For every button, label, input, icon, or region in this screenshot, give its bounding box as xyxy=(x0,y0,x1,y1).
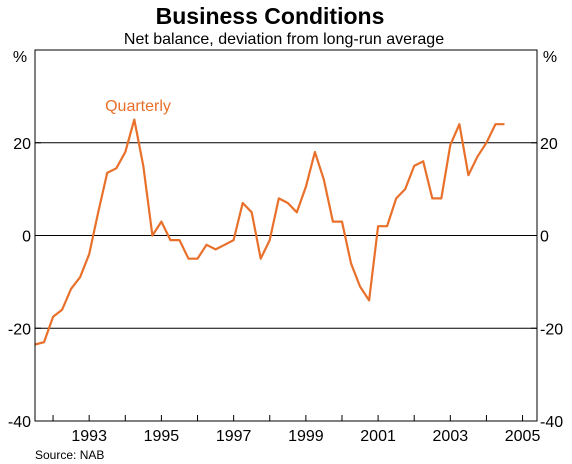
x-tick-label: 2001 xyxy=(360,428,396,445)
series-group: Quarterly xyxy=(34,98,505,346)
y-axis-unit-right: % xyxy=(543,49,557,66)
chart-source: Source: NAB xyxy=(35,448,104,462)
x-tick-label: 2003 xyxy=(433,428,469,445)
y-tick-label-left: 20 xyxy=(13,136,31,153)
y-tick-label-left: 0 xyxy=(22,229,31,246)
y-tick-label-left: -40 xyxy=(8,414,31,431)
x-tick-label: 1999 xyxy=(288,428,324,445)
tick-labels: -40 -40 -20 -20 0 0 20 20 1993 1995 1997 1999 2001 20… xyxy=(8,136,563,445)
x-tick-label: 2005 xyxy=(505,428,541,445)
y-tick-label-left: -20 xyxy=(8,321,31,338)
gridlines xyxy=(35,142,537,329)
tick-marks xyxy=(35,142,537,422)
x-tick-label: 1993 xyxy=(71,428,107,445)
y-axis-unit-left: % xyxy=(13,49,27,66)
y-tick-label-right: -40 xyxy=(540,414,563,431)
x-tick-label: 1995 xyxy=(144,428,180,445)
y-tick-label-right: 20 xyxy=(540,136,558,153)
series-label-quarterly: Quarterly xyxy=(105,98,171,115)
series-line-quarterly xyxy=(34,118,505,346)
y-tick-label-right: 0 xyxy=(540,229,549,246)
chart-title: Business Conditions xyxy=(156,3,385,29)
x-tick-label: 1997 xyxy=(216,428,252,445)
y-tick-label-right: -20 xyxy=(540,321,563,338)
chart-subtitle: Net balance, deviation from long-run ave… xyxy=(124,31,444,48)
